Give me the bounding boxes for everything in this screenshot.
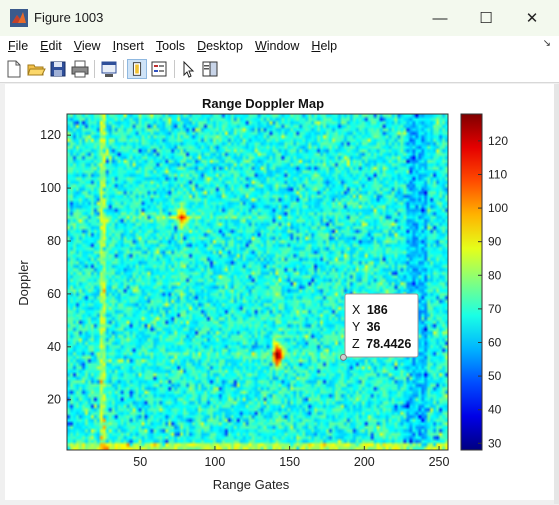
print-icon[interactable] [70,59,90,79]
y-axis-label: Doppler [16,260,31,306]
svg-text:X 186: X 186 [352,303,388,317]
datatip-x-label: X [352,303,361,317]
minimize-button[interactable]: — [432,9,448,27]
colorbar-tick-label: 100 [488,201,508,215]
menu-bar: File Edit View Insert Tools Desktop Window Help… [0,36,559,56]
toolbar-separator [174,60,175,78]
toolbar-separator [123,60,124,78]
svg-text:Y 36: Y 36 [352,320,381,334]
dock-arrow-icon[interactable]: ↘ [542,38,551,49]
x-tick-label: 200 [354,455,375,469]
heatmap-image[interactable] [67,114,448,450]
y-tick-label: 80 [47,234,61,248]
close-button[interactable]: ✕ [525,10,539,27]
plot-area[interactable] [67,114,448,450]
legend-toggle-icon[interactable] [149,59,169,79]
x-tick-label: 150 [279,455,300,469]
save-icon[interactable] [48,59,68,79]
menu-window[interactable]: Window [254,39,300,53]
link-plot-icon[interactable] [99,59,119,79]
colorbar-tick-label: 110 [488,167,507,181]
colorbar-tick-label: 80 [488,268,502,282]
property-inspector-icon[interactable] [200,59,220,79]
y-tick-label: 60 [47,287,61,301]
svg-text:Z 78.4426: Z 78.4426 [352,337,411,351]
datatip-y-label: Y [352,320,361,334]
datatip[interactable]: X 186 Y 36 Z 78.4426 [339,293,419,361]
datatip-marker[interactable] [339,353,347,361]
axes: 50 100 150 200 250 20 40 60 80 100 120 [40,113,450,469]
new-figure-icon[interactable] [4,59,24,79]
colorbar-tick-label: 120 [488,134,508,148]
datatip-z-value: 78.4426 [366,337,411,351]
menu-tools[interactable]: Tools [155,39,186,53]
datatip-box [344,293,419,358]
pointer-icon[interactable] [178,59,198,79]
colorbar[interactable]: 30 40 50 60 70 80 90 100 110 120 [460,113,508,451]
toolbar-separator [94,60,95,78]
menu-desktop[interactable]: Desktop [197,39,243,53]
datatip-x-value: 186 [367,303,388,317]
y-tick-label: 100 [40,181,61,195]
menu-file[interactable]: File [8,39,29,53]
x-tick-label: 250 [429,455,450,469]
menu-help[interactable]: Help [311,39,338,53]
y-tick-label: 120 [40,128,61,142]
colorbar-tick-label: 90 [488,235,502,249]
range-doppler-chart[interactable]: Range Doppler Map 50 100 150 200 250 20 40 60 80… [5,84,554,500]
maximize-button[interactable]: ☐ [479,10,493,27]
colorbar-tick-label: 30 [488,436,502,450]
menu-insert[interactable]: Insert [112,39,144,53]
datatip-z-label: Z [352,337,360,351]
window-title: Figure 1003 [34,10,104,25]
axes-frame [66,113,449,451]
x-axis-label: Range Gates [213,477,290,492]
colorbar-toggle-icon[interactable] [127,59,147,79]
figure-canvas: Range Doppler Map 50 100 150 200 250 20 40 60 80… [5,84,554,500]
x-tick-label: 50 [133,455,147,469]
figure-edge [554,84,559,504]
datatip-y-value: 36 [367,320,381,334]
title-bar: Figure 1003 — ☐ ✕ [0,0,559,36]
y-tick-label: 40 [47,340,61,354]
x-tick-label: 100 [204,455,225,469]
open-file-icon[interactable] [26,59,46,79]
chart-title: Range Doppler Map [202,96,324,111]
colorbar-tick-label: 70 [488,302,502,316]
colorbar-tick-label: 60 [488,335,502,349]
colorbar-tick-label: 40 [488,403,502,417]
y-tick-label: 20 [47,393,61,407]
colorbar-gradient[interactable] [460,113,483,451]
menu-edit[interactable]: Edit [40,39,62,53]
menu-view[interactable]: View [73,39,101,53]
matlab-logo-icon [10,9,28,27]
colorbar-tick-label: 50 [488,369,502,383]
toolbar [0,56,559,83]
